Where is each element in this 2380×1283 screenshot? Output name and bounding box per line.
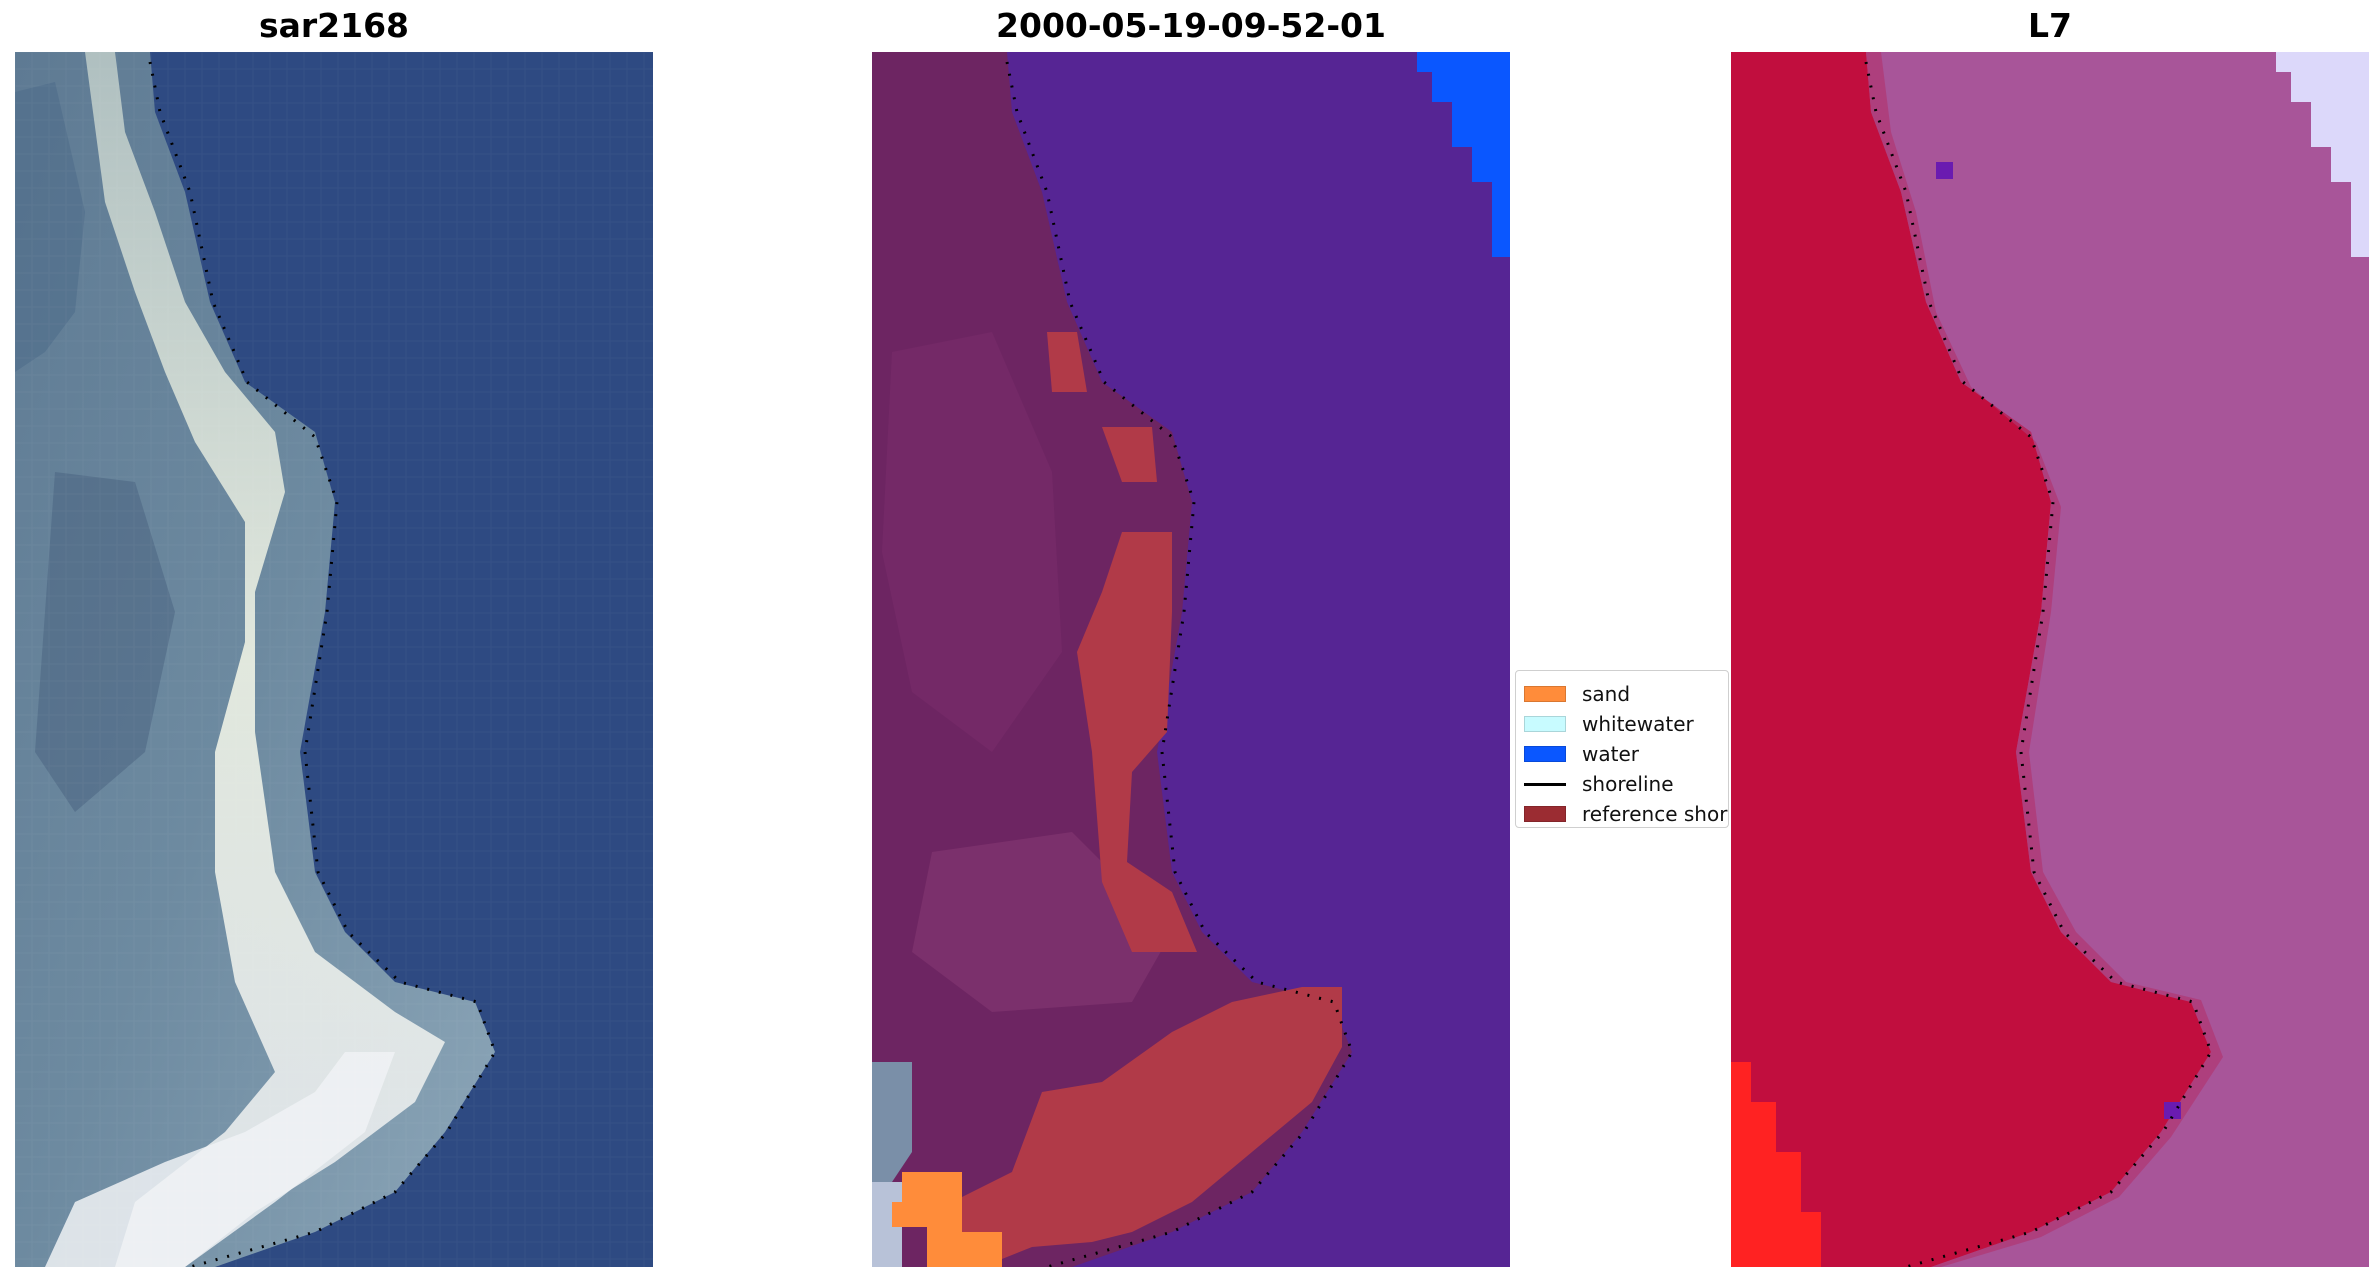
legend-label: sand bbox=[1582, 682, 1631, 706]
panel-title-right: L7 bbox=[2028, 6, 2072, 45]
index-image bbox=[1731, 52, 2369, 1267]
shoreline-line-swatch bbox=[1524, 782, 1566, 786]
sand-swatch bbox=[1524, 686, 1566, 702]
classification-image bbox=[872, 52, 1510, 1267]
legend-item-whitewater: whitewater bbox=[1524, 710, 1694, 738]
panel-title-middle: 2000-05-19-09-52-01 bbox=[996, 6, 1386, 45]
legend-label: reference shoreline bbox=[1582, 802, 1728, 826]
legend: sand whitewater water shoreline referenc… bbox=[1515, 670, 1729, 828]
water-swatch bbox=[1524, 746, 1566, 762]
legend-label: whitewater bbox=[1582, 712, 1694, 736]
legend-item-reference-shoreline: reference shoreline bbox=[1524, 800, 1728, 827]
legend-item-sand: sand bbox=[1524, 680, 1630, 708]
legend-label: shoreline bbox=[1582, 772, 1674, 796]
classification-panel bbox=[872, 52, 1510, 1267]
index-panel bbox=[1731, 52, 2369, 1267]
panel-title-left: sar2168 bbox=[258, 6, 410, 45]
legend-item-shoreline: shoreline bbox=[1524, 770, 1674, 798]
legend-item-water: water bbox=[1524, 740, 1639, 768]
legend-label: water bbox=[1582, 742, 1639, 766]
whitewater-swatch bbox=[1524, 716, 1566, 732]
rgb-image-panel bbox=[15, 52, 653, 1267]
reference-shoreline-swatch bbox=[1524, 806, 1566, 822]
rgb-image bbox=[15, 52, 653, 1267]
